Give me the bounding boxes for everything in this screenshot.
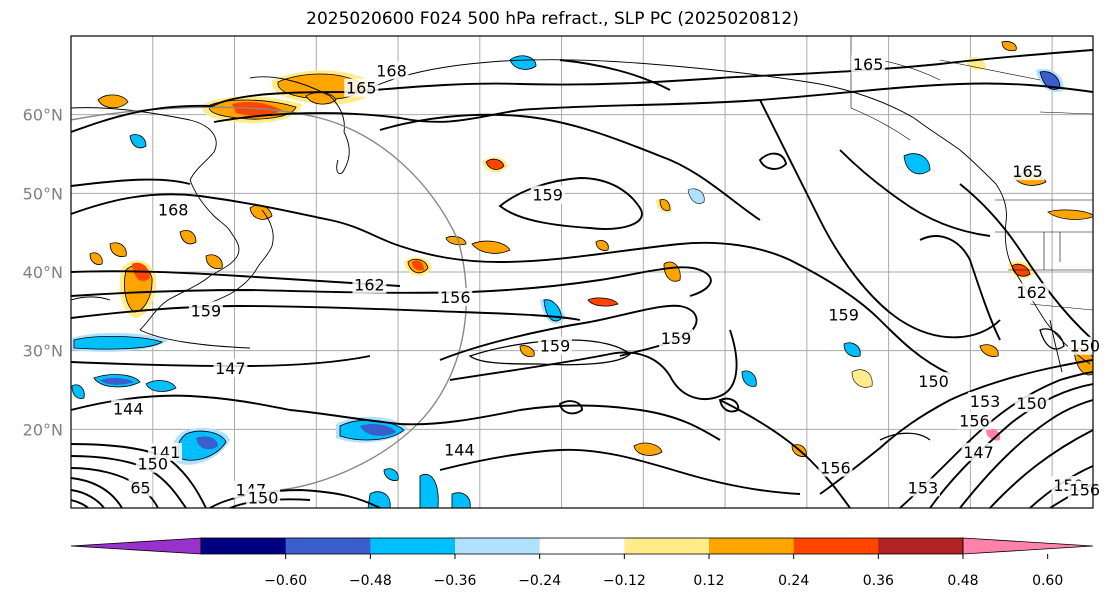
contour-label: 147	[961, 442, 996, 462]
contour-label: 156	[957, 411, 992, 430]
svg-text:150: 150	[137, 455, 168, 474]
lat-label: 60°N	[23, 106, 63, 125]
contour-label: 165	[344, 78, 379, 98]
svg-text:150: 150	[248, 489, 279, 508]
svg-text:156: 156	[820, 459, 851, 478]
colorbar-tick-label: −0.12	[603, 573, 646, 589]
svg-text:165: 165	[1012, 162, 1043, 181]
svg-text:144: 144	[113, 400, 144, 419]
refractivity-shading	[71, 41, 1093, 508]
negative-anomaly	[71, 55, 1064, 508]
contour-label: 159	[826, 305, 861, 324]
contour-label: 150	[916, 372, 951, 391]
colorbar-tick-label: 0.60	[1032, 573, 1063, 589]
range-ring	[71, 106, 467, 491]
contour-label: 162	[1014, 283, 1049, 302]
contour-label: 156	[1067, 480, 1102, 500]
svg-text:156: 156	[440, 288, 471, 307]
contour-label: 156	[438, 287, 473, 307]
colorbar-segment	[709, 538, 795, 554]
lat-label: 40°N	[23, 263, 63, 282]
contour-label: 150	[1014, 394, 1049, 413]
svg-text:156: 156	[959, 411, 990, 430]
svg-text:159: 159	[532, 186, 563, 205]
lat-label: 30°N	[23, 342, 63, 361]
svg-text:144: 144	[444, 441, 475, 460]
contour-label: 159	[659, 328, 694, 348]
colorbar-segment	[878, 538, 964, 554]
svg-text:162: 162	[1016, 283, 1047, 302]
svg-text:159: 159	[540, 337, 571, 356]
contour-label: 156	[818, 458, 853, 478]
map-title: 2025020600 F024 500 hPa refract., SLP PC…	[306, 9, 799, 29]
colorbar-segment	[624, 538, 710, 554]
colorbar-tick-label: −0.60	[264, 573, 307, 589]
contour-label: 159	[538, 336, 573, 356]
svg-text:159: 159	[191, 301, 222, 320]
svg-text:147: 147	[963, 443, 994, 462]
contour-label: 165	[851, 55, 886, 74]
borders	[850, 36, 1093, 311]
colorbar-segment	[539, 538, 625, 554]
svg-text:165: 165	[853, 55, 884, 74]
svg-text:150: 150	[1016, 394, 1047, 413]
colorbar-tick-label: −0.36	[434, 573, 477, 589]
colorbar-tick-label: 0.24	[778, 573, 809, 589]
colorbar-tick-label: 0.36	[863, 573, 894, 589]
colorbar-segment	[201, 538, 287, 554]
latitude-labels: 60°N 50°N 40°N 30°N 20°N	[23, 106, 63, 440]
colorbar-ticks: −0.60 −0.48 −0.36 −0.24 −0.12 0.12 0.24 0.36 0.4…	[264, 554, 1063, 589]
contour-label: 150	[135, 454, 170, 474]
contour-label: 144	[442, 440, 477, 460]
colorbar-tick-label: 0.48	[947, 573, 978, 589]
contour-label: 150	[1067, 336, 1102, 356]
colorbar-segment	[455, 538, 541, 554]
colorbar-extend-low	[70, 537, 202, 555]
colorbar-tick-label: −0.48	[349, 573, 392, 589]
colorbar-tick-label: 0.12	[693, 573, 724, 589]
contour-label: 144	[111, 399, 146, 419]
contour-label: 153	[968, 391, 1003, 411]
svg-text:153: 153	[908, 478, 939, 497]
svg-text:147: 147	[215, 359, 246, 378]
contour-label: 165	[1010, 162, 1045, 181]
svg-text:162: 162	[354, 275, 385, 294]
svg-text:150: 150	[918, 372, 949, 391]
svg-text:168: 168	[376, 61, 407, 80]
contour-label: 159	[530, 185, 565, 205]
colorbar-segment	[793, 538, 879, 554]
colorbar-tick-label: −0.24	[518, 573, 561, 589]
svg-text:65: 65	[130, 478, 150, 497]
contour-label: 147	[213, 358, 248, 378]
svg-text:165: 165	[346, 79, 377, 98]
contour-label: 159	[188, 301, 223, 320]
colorbar-segments	[70, 537, 1094, 555]
contour-label: 150	[246, 488, 281, 508]
svg-text:168: 168	[158, 201, 189, 220]
svg-text:159: 159	[828, 305, 859, 324]
positive-anomaly	[89, 41, 1093, 457]
plot-frame	[70, 35, 1094, 509]
colorbar-segment	[370, 538, 456, 554]
contour-label: 168	[374, 61, 409, 80]
contour-label: 162	[352, 275, 387, 294]
contour-label: 65	[128, 478, 153, 497]
colorbar-extend-high	[962, 537, 1094, 555]
svg-text:156: 156	[1070, 481, 1101, 500]
svg-text:159: 159	[661, 329, 692, 348]
colorbar-segment	[285, 538, 371, 554]
svg-text:150: 150	[1070, 337, 1101, 356]
lat-label: 20°N	[23, 420, 63, 439]
contour-label: 153	[905, 478, 940, 497]
contour-label: 168	[156, 200, 191, 220]
svg-text:153: 153	[970, 392, 1001, 411]
lat-label: 50°N	[23, 184, 63, 203]
inner-contours	[468, 328, 1065, 441]
